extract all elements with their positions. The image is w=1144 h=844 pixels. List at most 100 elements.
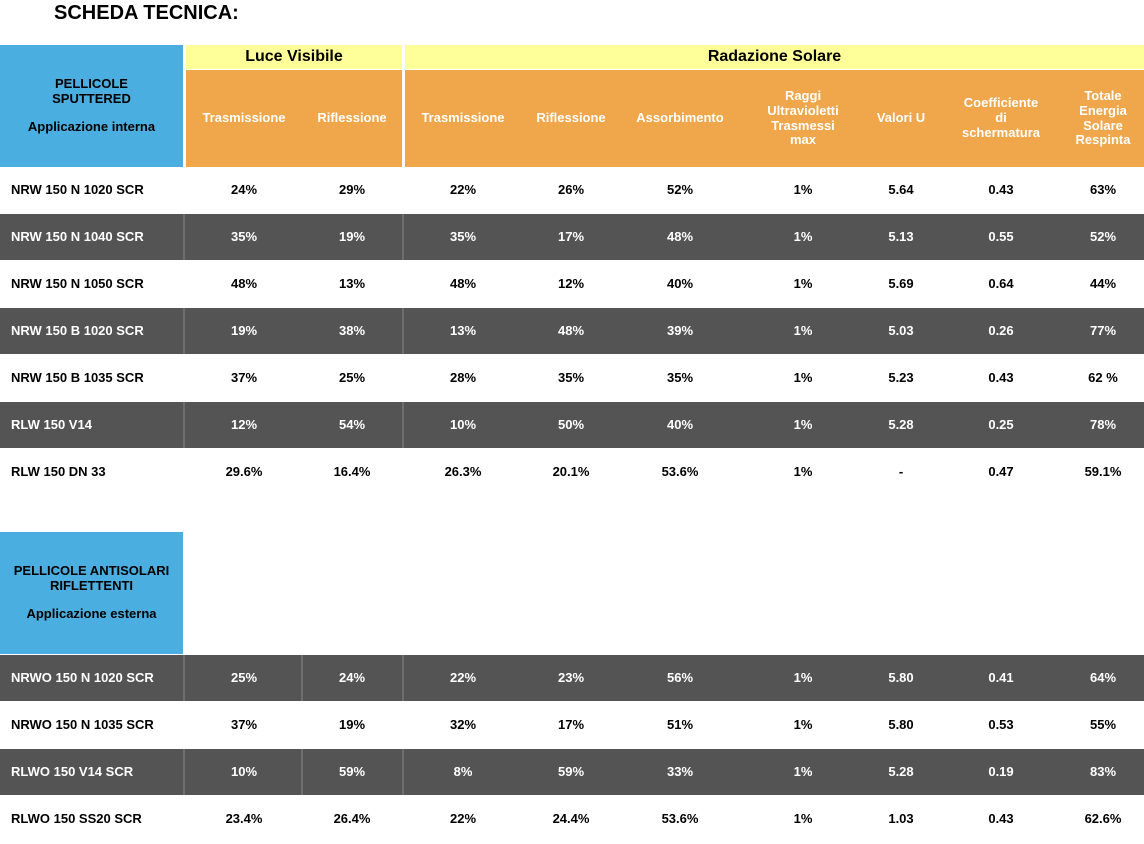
- table-cell: 59.1%: [1084, 463, 1122, 479]
- row-divider: [183, 308, 185, 354]
- table-cell: 37%: [230, 716, 258, 732]
- table-cell: 5.80: [888, 716, 914, 732]
- column-header-line: Riflessione: [536, 110, 606, 126]
- product-name: NRWO 150 N 1035 SCR: [11, 716, 154, 732]
- table-cell: 24%: [230, 181, 258, 197]
- section1-label: PELLICOLE SPUTTERED Applicazione interna: [0, 45, 183, 167]
- column-header-line: Riflessione: [317, 110, 387, 126]
- group-header-radiazione-solare: Radazione Solare: [405, 45, 1144, 69]
- table-cell: 33%: [666, 763, 694, 779]
- section1-label-line1: PELLICOLE: [55, 76, 128, 92]
- table-cell: 1%: [793, 181, 813, 197]
- column-header-line: Valori U: [876, 110, 926, 126]
- table-cell: 44%: [1089, 275, 1117, 291]
- table-cell: 37%: [230, 369, 258, 385]
- table-cell: 0.47: [988, 463, 1014, 479]
- table-cell: 5.03: [888, 322, 914, 338]
- table-cell: 53.6%: [661, 463, 699, 479]
- column-header: Valori U: [867, 70, 935, 167]
- column-header-line: Coefficiente: [963, 95, 1039, 111]
- table-cell: 12%: [557, 275, 585, 291]
- table-cell: 35%: [230, 228, 258, 244]
- column-header: Trasmissione: [186, 70, 302, 167]
- column-header: Assorbimento: [621, 70, 739, 167]
- column-header-line: di: [995, 110, 1007, 126]
- table-cell: 1%: [793, 322, 813, 338]
- product-name: RLWO 150 V14 SCR: [11, 763, 134, 779]
- row-divider: [183, 749, 185, 795]
- table-cell: 17%: [557, 716, 585, 732]
- table-cell: 83%: [1089, 763, 1117, 779]
- table-cell: 0.43: [988, 369, 1014, 385]
- table-cell: 51%: [666, 716, 694, 732]
- row-divider: [183, 655, 185, 701]
- table-cell: 10%: [230, 763, 258, 779]
- table-row: NRWO 150 N 1035 SCR 37% 19% 32% 17% 51% 1% 5.80…: [0, 702, 1144, 748]
- table-cell: 40%: [666, 275, 694, 291]
- table-cell: 39%: [666, 322, 694, 338]
- table-cell: 1%: [793, 416, 813, 432]
- table-cell: 19%: [338, 716, 366, 732]
- table-cell: 78%: [1089, 416, 1117, 432]
- table-row: NRW 150 N 1050 SCR 48% 13% 48% 12% 40% 1% 5.69 0…: [0, 261, 1144, 307]
- table-cell: 54%: [338, 416, 366, 432]
- table-cell: 5.28: [888, 763, 914, 779]
- table-cell: 22%: [449, 181, 477, 197]
- column-header-line: Respinta: [1075, 132, 1131, 148]
- column-header-line: Trasmissione: [421, 110, 505, 126]
- section2-label-line2: RIFLETTENTI: [49, 578, 134, 594]
- table-cell: 1%: [793, 810, 813, 826]
- table-cell: 26.4%: [333, 810, 371, 826]
- product-name: NRW 150 B 1035 SCR: [11, 369, 144, 385]
- section2-label-line1: PELLICOLE ANTISOLARI: [13, 563, 170, 579]
- table-cell: 52%: [666, 181, 694, 197]
- column-header-line: max: [789, 132, 817, 148]
- table-row: RLW 150 V14 12% 54% 10% 50% 40% 1% 5.28 0.25 78%: [0, 402, 1144, 448]
- table-cell: 59%: [338, 763, 366, 779]
- table-cell: 1%: [793, 763, 813, 779]
- column-header-line: Ultravioletti: [767, 102, 839, 118]
- table-cell: 5.23: [888, 369, 914, 385]
- table-cell: 50%: [557, 416, 585, 432]
- column-header-line: Assorbimento: [636, 110, 724, 126]
- table-cell: 1%: [793, 228, 813, 244]
- table-row: NRW 150 N 1020 SCR 24% 29% 22% 26% 52% 1% 5.64 0…: [0, 167, 1144, 213]
- table-cell: 26%: [557, 181, 585, 197]
- row-divider: [183, 214, 185, 260]
- table-row: NRW 150 B 1035 SCR 37% 25% 28% 35% 35% 1% 5.23 0…: [0, 355, 1144, 401]
- table-cell: 0.19: [988, 763, 1014, 779]
- table-cell: 1%: [793, 716, 813, 732]
- row-divider: [402, 214, 404, 260]
- table-cell: 48%: [557, 322, 585, 338]
- table-cell: 64%: [1089, 669, 1117, 685]
- header-divider: [402, 45, 405, 167]
- column-header-line: Solare: [1083, 117, 1123, 133]
- table-cell: 0.26: [988, 322, 1014, 338]
- table-cell: 0.55: [988, 228, 1014, 244]
- table-cell: 23.4%: [225, 810, 263, 826]
- table-cell: 35%: [666, 369, 694, 385]
- table-cell: 0.41: [988, 669, 1014, 685]
- table-cell: 59%: [557, 763, 585, 779]
- table-cell: 53.6%: [661, 810, 699, 826]
- section1-sublabel: Applicazione interna: [27, 118, 156, 134]
- table-cell: 0.43: [988, 181, 1014, 197]
- product-name: RLWO 150 SS20 SCR: [11, 810, 142, 826]
- column-header: Riflessione: [302, 70, 402, 167]
- table-cell: 5.69: [888, 275, 914, 291]
- row-divider: [402, 308, 404, 354]
- product-name: RLW 150 DN 33: [11, 463, 106, 479]
- column-header-line: Energia: [1079, 102, 1127, 118]
- table-cell: 5.64: [888, 181, 914, 197]
- table-row: RLWO 150 V14 SCR 10% 59% 8% 59% 33% 1% 5.28 0.19…: [0, 749, 1144, 795]
- table-cell: 1.03: [888, 810, 914, 826]
- table-cell: 62 %: [1088, 369, 1118, 385]
- table-cell: 24.4%: [552, 810, 590, 826]
- group-header-luce-visibile: Luce Visibile: [186, 45, 402, 69]
- table-cell: 38%: [338, 322, 366, 338]
- table-row: RLWO 150 SS20 SCR 23.4% 26.4% 22% 24.4% 53.6%…: [0, 796, 1144, 842]
- table-row: NRWO 150 N 1020 SCR 25% 24% 22% 23% 56% 1% 5.80…: [0, 655, 1144, 701]
- table-cell: 48%: [666, 228, 694, 244]
- table-cell: 35%: [449, 228, 477, 244]
- table-cell: 55%: [1089, 716, 1117, 732]
